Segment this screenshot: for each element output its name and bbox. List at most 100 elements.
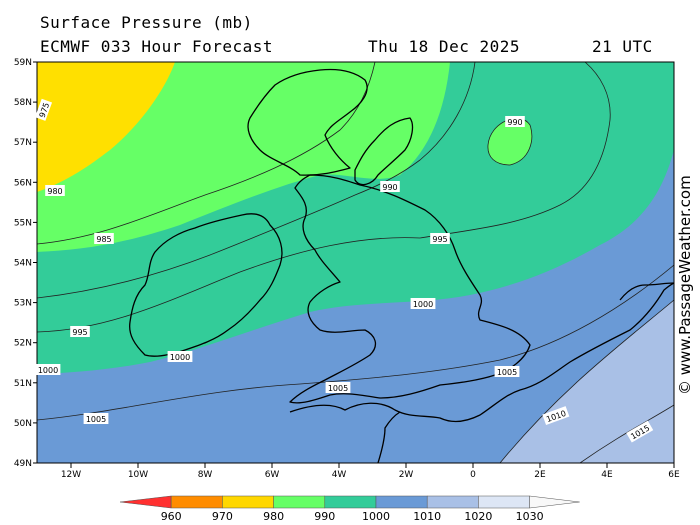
isobar-label: 995 [430,233,450,244]
isobar-line-990b [487,118,533,166]
legend-label: 990 [314,510,335,523]
isobar-value: 980 [47,187,62,196]
isobar-lines [37,62,674,463]
legend-swatch [478,495,530,509]
lat-label: 54N [14,259,32,269]
legend-label: 1000 [362,510,390,523]
isobar-label-bg [626,420,654,443]
isobar-label: 985 [94,233,114,244]
isobar-label: 995 [70,326,90,337]
lat-label: 55N [14,218,32,228]
isobar-label-bg [410,298,436,309]
scotland-coast [247,68,368,176]
legend-swatch [529,495,580,509]
isobar-label-bg [35,364,61,375]
lat-label: 50N [14,419,32,429]
legend-swatch [375,495,428,509]
isobar-value: 990 [382,183,397,192]
isobar-value: 1000 [38,366,58,375]
isobar-label-bg [325,382,351,393]
high-990-blob [487,118,532,165]
legend-label: 1030 [516,510,544,523]
legend-swatch [273,495,326,509]
legend-swatch [170,495,223,509]
legend-label: 960 [161,510,182,523]
isobar-labels: 9759809859909909959951000100010001005100… [35,98,654,443]
lon-label: 2E [534,470,546,480]
isobar-label-bg [542,406,570,425]
isobar-line-1010 [499,299,674,463]
isobar-label-bg [494,366,520,377]
credit-text: © www.PassageWeather.com [676,175,694,395]
longitude-axis: 12W 10W 8W 6W 4W 2W 0 2E 4E 6E [61,463,680,480]
lat-label: 49N [14,459,32,469]
lat-label: 58N [14,98,32,108]
great-britain-coast [289,117,531,404]
coastlines [129,68,674,463]
isobar-label: 1005 [83,413,109,424]
legend-label: 1010 [413,510,441,523]
isobar-label-bg [83,413,109,424]
forecast-date: Thu 18 Dec 2025 [368,37,520,56]
isobar-label-bg [430,233,450,244]
lat-label: 51N [14,379,32,389]
legend-swatch [119,495,172,509]
isobar-value: 1005 [86,415,106,424]
lon-label: 6W [265,470,280,480]
lon-label: 2W [399,470,414,480]
isobar-label: 980 [45,185,65,196]
france-coast [289,282,674,423]
isobar-label-bg [35,98,53,121]
isobar-label-bg [94,233,114,244]
legend-swatch [426,495,479,509]
lat-label: 57N [14,138,32,148]
lon-label: 4W [332,470,347,480]
credit-watermark: © www.PassageWeather.com [676,175,694,395]
isobar-value: 1005 [328,384,348,393]
lat-label: 56N [14,178,32,188]
legend-label: 980 [263,510,284,523]
isobar-value: 990 [507,118,522,127]
isobar-value: 995 [72,328,87,337]
brittany-coast [377,411,401,463]
band-975-980 [37,62,175,192]
lon-label: 12W [61,470,81,480]
chart-title: Surface Pressure (mb) [40,13,253,32]
lon-label: 4E [601,470,613,480]
isobar-label: 1000 [167,351,193,362]
legend-label: 970 [212,510,233,523]
isobar-line-1005 [37,264,674,421]
pressure-legend: 960 970 980 990 1000 1010 1020 1030 [119,495,580,523]
forecast-time: 21 UTC [592,37,653,56]
isobar-value: 1000 [413,300,433,309]
band-1010-1020 [500,300,674,463]
isobar-line-985 [37,62,376,245]
isobar-label: 1000 [410,298,436,309]
isobar-label-bg [167,351,193,362]
isobar-line-990 [37,62,476,299]
lon-label: 0 [470,470,476,480]
isobar-value: 1000 [170,353,190,362]
legend-swatch [324,495,377,509]
lon-label: 10W [128,470,148,480]
isobar-label-bg [70,326,90,337]
isobar-value: 995 [432,235,447,244]
isobar-value: 985 [96,235,111,244]
isobar-label-bg [45,185,65,196]
isobar-label-bg [380,181,400,192]
isobar-label: 1005 [325,382,351,393]
isobar-label: 990 [505,116,525,127]
netherlands-coast [619,282,674,301]
legend-label: 1020 [464,510,492,523]
lon-label: 6E [668,470,680,480]
ireland-coast [129,213,283,357]
legend-swatch [222,495,274,509]
model-label: ECMWF 033 Hour Forecast [40,37,274,56]
lon-label: 8W [198,470,213,480]
isobar-label: 1005 [494,366,520,377]
isobar-label-bg [505,116,525,127]
pressure-bands [37,62,674,463]
isobar-label: 990 [380,181,400,192]
lat-label: 53N [14,299,32,309]
